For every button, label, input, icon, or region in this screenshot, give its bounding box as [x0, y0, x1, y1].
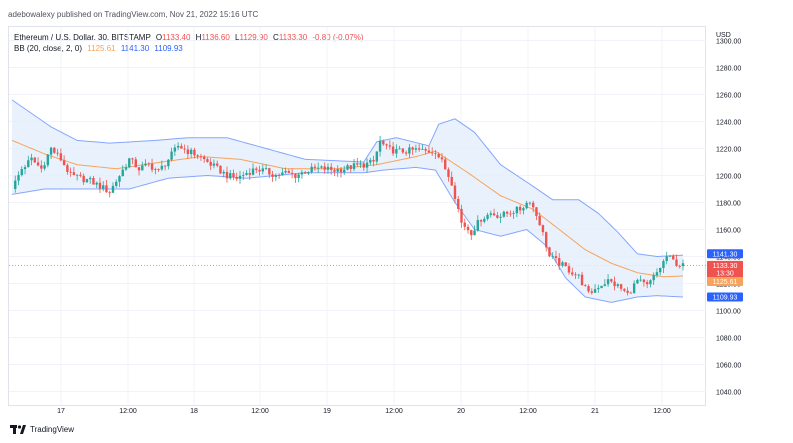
tag-last-price-text: 1133.30: [713, 263, 738, 270]
bb-upper-value: 1141.30: [120, 44, 150, 53]
x-tick-label: 12:00: [385, 408, 403, 415]
publisher-line: adebowalexy published on TradingView.com…: [8, 10, 259, 19]
x-tick-label: 21: [591, 408, 599, 415]
y-tick-label: 1160.00: [716, 228, 741, 235]
high-value: 1136.60: [201, 33, 230, 42]
y-tick-label: 1220.00: [716, 147, 741, 154]
y-tick-label: 1260.00: [716, 93, 741, 100]
tag-last-price-bg: [707, 260, 743, 278]
low-value: 1129.90: [239, 33, 268, 42]
close-value: 1133.30: [278, 33, 308, 42]
y-tick-label: 1300.00: [716, 39, 741, 46]
price-axis: 1300.00 1280.00 1260.00 1240.00 1220.00 1200.…: [716, 39, 741, 397]
x-tick-label: 12:00: [251, 408, 269, 415]
tag-bb-upper-text: 1141.30: [713, 251, 738, 258]
bb-indicator-label[interactable]: BB (20, close, 2, 0): [14, 44, 83, 53]
y-tick-label: 1080.00: [716, 336, 741, 343]
y-tick-label: 1120.00: [716, 282, 741, 289]
x-tick-label: 12:00: [519, 408, 537, 415]
y-tick-label: 1180.00: [716, 201, 741, 208]
x-tick-label: 18: [190, 408, 198, 415]
currency-label: USD: [716, 32, 731, 39]
bb-legend: BB (20, close, 2, 0) 1125.61 1141.30 110…: [14, 43, 364, 54]
y-tick-label: 1060.00: [716, 363, 741, 370]
y-tick-label: 1100.00: [716, 309, 741, 316]
tradingview-logo-icon: [10, 425, 26, 434]
high-label: H: [195, 33, 202, 42]
x-tick-label: 19: [323, 408, 331, 415]
y-tick-label: 1200.00: [716, 174, 741, 181]
ohlc-legend: Ethereum / U.S. Dollar, 30, BITSTAMP O11…: [14, 32, 364, 43]
low-label: L: [235, 33, 240, 42]
footer-brand[interactable]: TradingView: [30, 425, 75, 434]
y-tick-label: 1240.00: [716, 120, 741, 127]
y-tick-label: 1140.00: [716, 255, 741, 262]
symbol-title[interactable]: Ethereum / U.S. Dollar, 30, BITSTAMP: [14, 33, 151, 42]
tag-last-price-countdown: 13:30: [716, 270, 734, 277]
y-tick-label: 1280.00: [716, 66, 741, 73]
close-label: C: [273, 33, 279, 42]
bb-basis-value: 1125.61: [87, 44, 116, 53]
change-value: -0.80 (-0.07%): [312, 33, 364, 42]
bb-lower-value: 1109.93: [154, 44, 183, 53]
x-tick-label: 12:00: [653, 408, 671, 415]
time-axis: 17 12:00 18 12:00 19 12:00 20 12:00 21 12:00: [57, 408, 671, 415]
tag-bb-basis-text: 1125.61: [713, 279, 738, 286]
footer: TradingView: [10, 425, 74, 434]
x-tick-label: 17: [57, 408, 65, 415]
y-tick-label: 1040.00: [716, 390, 741, 397]
open-value: 1133.40: [162, 33, 191, 42]
legend: Ethereum / U.S. Dollar, 30, BITSTAMP O11…: [14, 32, 364, 54]
tag-bb-upper-bg: [707, 249, 743, 259]
x-tick-label: 20: [457, 408, 465, 415]
tag-bb-lower-text: 1109.93: [713, 295, 738, 302]
tag-bb-basis-bg: [707, 276, 743, 286]
tag-bb-lower-bg: [707, 292, 743, 302]
x-tick-label: 12:00: [119, 408, 137, 415]
plot-area[interactable]: [8, 26, 706, 406]
open-label: O: [155, 33, 163, 42]
